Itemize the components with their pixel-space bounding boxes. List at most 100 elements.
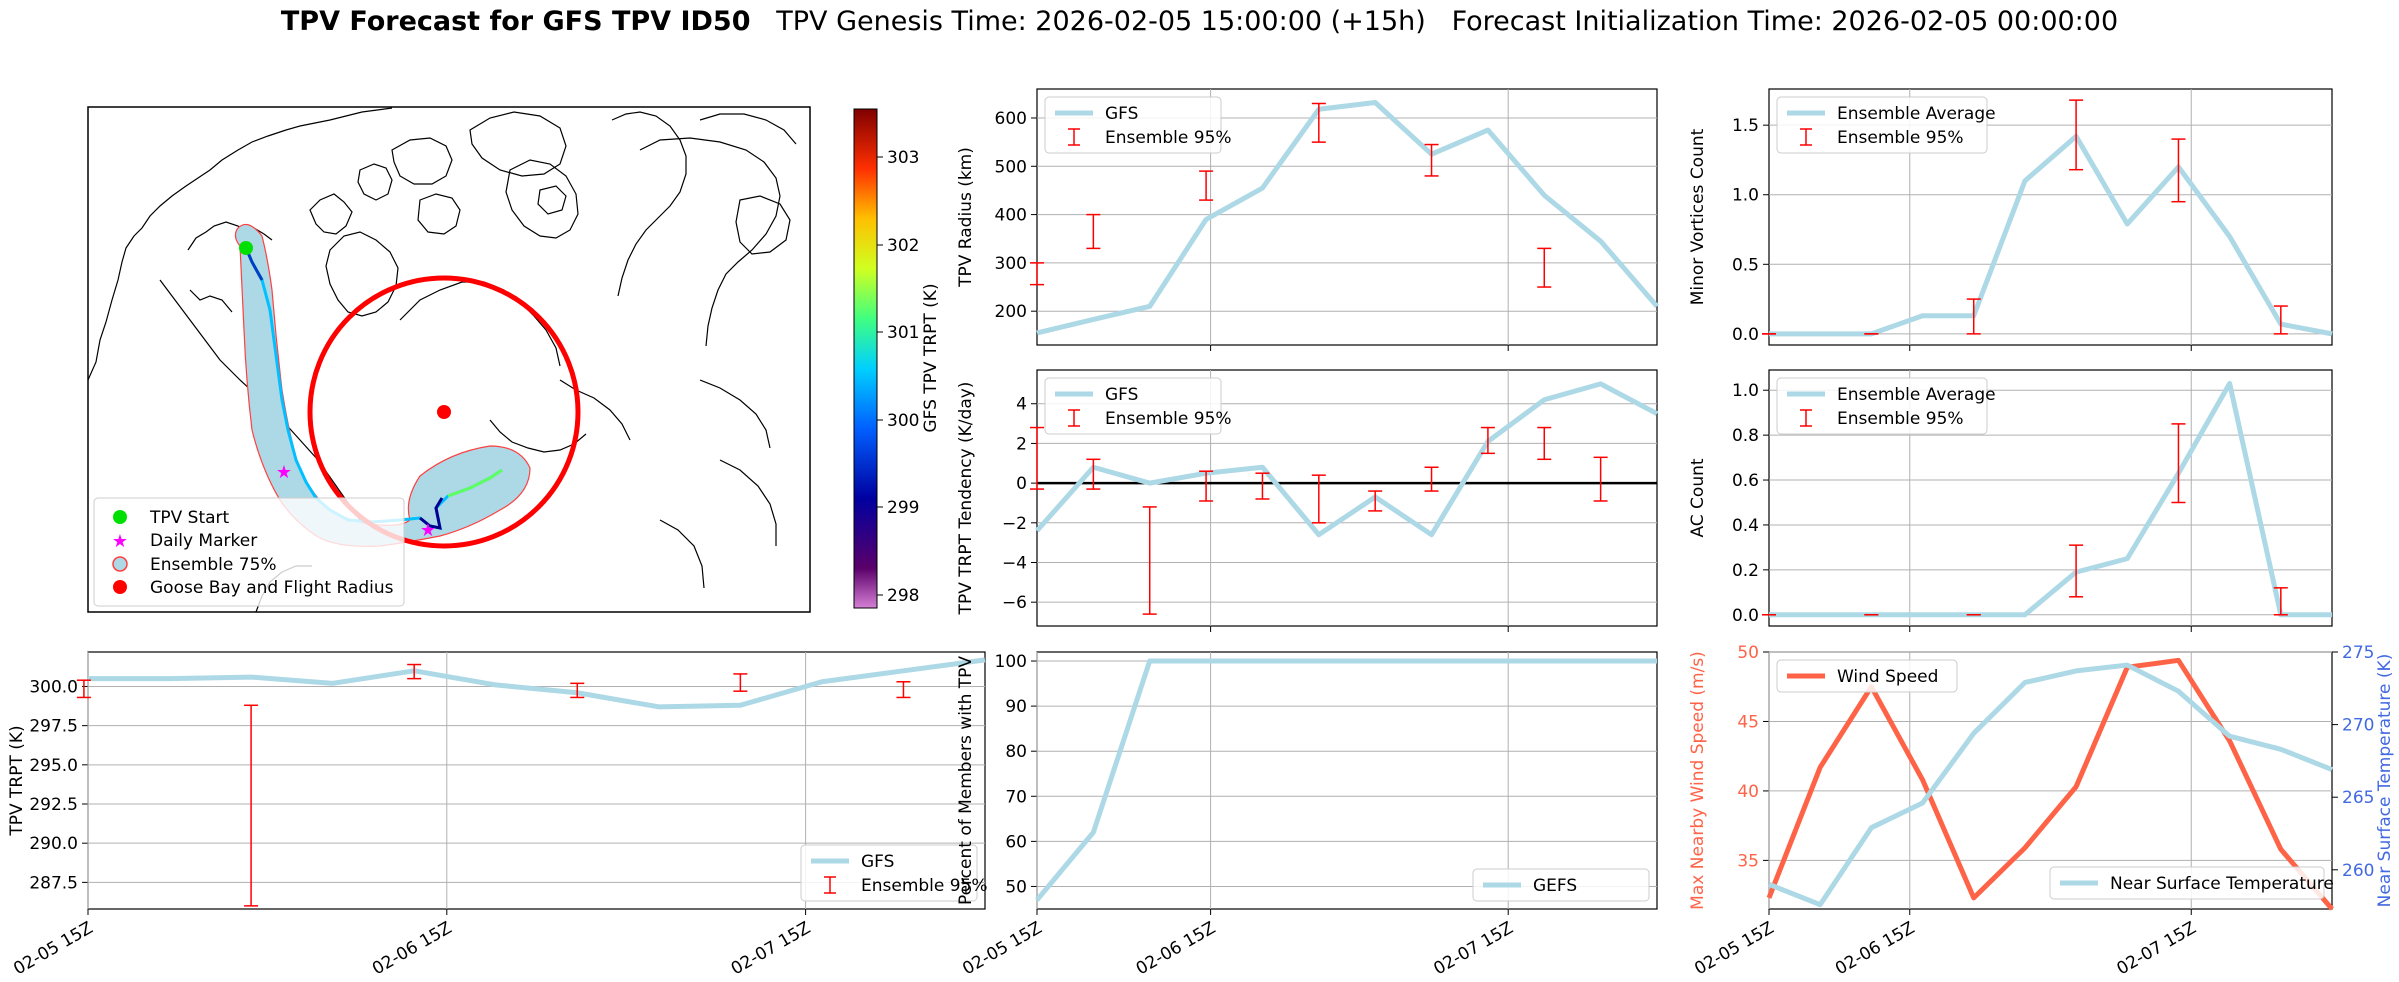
y-right-tick-label: 260 bbox=[2342, 861, 2374, 881]
goose-bay-marker bbox=[437, 405, 451, 419]
y-tick-label: −6 bbox=[1002, 593, 1027, 613]
daily-marker-2: ★ bbox=[420, 520, 436, 541]
map-legend: TPV Start ★ Daily Marker Ensemble 75% Go… bbox=[93, 497, 405, 607]
y-tick-label: 1.0 bbox=[1732, 186, 1759, 206]
colorbar-label: GFS TPV TRPT (K) bbox=[921, 283, 941, 432]
daily-marker-1: ★ bbox=[276, 462, 292, 483]
chart-trpt: 300.0 297.5 295.0 292.5 290.0 287.5 02-05 15Z 0… bbox=[7, 651, 988, 979]
legend-label: Ensemble Average bbox=[1837, 385, 1996, 405]
chart-radius: 600 500 400 300 200 TPV Radius (km) GFS Ensembl… bbox=[956, 88, 1659, 351]
y-tick-label: 0.0 bbox=[1732, 325, 1759, 345]
x-tick-label: 02-05 15Z bbox=[959, 918, 1045, 979]
y-tick-label: 90 bbox=[1005, 697, 1027, 717]
y-axis-label: Max Nearby Wind Speed (m/s) bbox=[1688, 651, 1708, 910]
x-tick-label: 02-05 15Z bbox=[10, 918, 96, 979]
chart-minor: 1.5 1.0 0.5 0.0 Minor Vortices Count Ensemble… bbox=[1688, 88, 2333, 351]
y-tick-label: 1.0 bbox=[1732, 381, 1759, 401]
y-tick-label: 0.4 bbox=[1732, 516, 1759, 536]
legend-label: Ensemble 95% bbox=[1105, 128, 1232, 148]
y-tick-label: 290.0 bbox=[29, 834, 78, 854]
legend-daily-marker-label: Daily Marker bbox=[150, 531, 257, 551]
figure-title-bold: TPV Forecast for GFS TPV ID50 bbox=[280, 6, 751, 37]
y-tick-label: 300 bbox=[995, 254, 1027, 274]
legend-box bbox=[2049, 866, 2325, 900]
y-tick-label: 292.5 bbox=[29, 795, 78, 815]
flight-radius-circle bbox=[307, 275, 581, 549]
chart-members: 100 90 80 70 60 50 02-05 15Z 02-06 15Z 02-07 15Z… bbox=[956, 651, 1658, 979]
series-line-gfs bbox=[1035, 381, 1659, 538]
legend-label: Ensemble 95% bbox=[1837, 409, 1964, 429]
series-line-ensemble-average bbox=[1769, 380, 2332, 618]
chart-ac: 1.0 0.8 0.6 0.4 0.2 0.0 AC Count Ensemble Avera… bbox=[1688, 369, 2333, 632]
y-axis-label: Minor Vortices Count bbox=[1688, 128, 1708, 305]
y-right-tick-label: 275 bbox=[2342, 643, 2374, 663]
legend-box bbox=[1776, 96, 1988, 154]
legend-ensemble-label: Ensemble 75% bbox=[150, 555, 277, 575]
x-tick-label: 02-06 15Z bbox=[1832, 918, 1918, 979]
series-line-gfs bbox=[1036, 100, 1659, 336]
legend-goose-bay-icon bbox=[113, 580, 127, 594]
legend-goose-bay-label: Goose Bay and Flight Radius bbox=[150, 578, 394, 598]
y-tick-label: 297.5 bbox=[29, 717, 78, 737]
figure-title-init: Forecast Initialization Time: 2026-02-05… bbox=[1451, 6, 2119, 37]
series-line-gefs bbox=[1035, 658, 1657, 902]
y-tick-label: 60 bbox=[1005, 832, 1027, 852]
y-axis-label: Percent of Members with TPV bbox=[956, 656, 976, 905]
legend-wind-label: Wind Speed bbox=[1837, 667, 1938, 687]
y-right-axis-label: Near Surface Temperature (K) bbox=[2375, 654, 2395, 908]
legend-tpv-start-icon bbox=[113, 510, 127, 524]
x-tick-label: 02-06 15Z bbox=[369, 918, 455, 979]
figure-title: TPV Forecast for GFS TPV ID50 TPV Genesi… bbox=[0, 6, 2399, 37]
colorbar-tick-302: 302 bbox=[887, 236, 919, 256]
y-tick-label: 0.6 bbox=[1732, 471, 1759, 491]
x-tick-label: 02-06 15Z bbox=[1133, 918, 1219, 979]
colorbar-bar bbox=[853, 108, 878, 609]
legend-box bbox=[1776, 377, 1988, 435]
legend-label: Ensemble 95% bbox=[1837, 128, 1964, 148]
y-right-tick-label: 270 bbox=[2342, 716, 2374, 736]
y-tick-label: 0.2 bbox=[1732, 561, 1759, 581]
y-tick-label: 100 bbox=[995, 652, 1027, 672]
series-line-wind-speed bbox=[1766, 657, 2334, 911]
legend-label: Ensemble 95% bbox=[1105, 409, 1232, 429]
legend-label: GFS bbox=[861, 852, 894, 872]
tpv-start-marker bbox=[239, 241, 253, 255]
legend-label: Ensemble 95% bbox=[861, 876, 988, 896]
colorbar: 303 302 301 300 299 298 GFS TPV TRPT (K) bbox=[853, 108, 941, 609]
y-axis-label: TPV TRPT (K) bbox=[7, 725, 27, 836]
x-tick-label: 02-05 15Z bbox=[1691, 918, 1777, 979]
x-tick-label: 02-07 15Z bbox=[1430, 918, 1516, 979]
y-tick-label: 300.0 bbox=[29, 677, 78, 697]
legend-box bbox=[1776, 659, 1958, 693]
y-tick-label: 4 bbox=[1016, 395, 1027, 415]
legend-daily-marker-icon: ★ bbox=[112, 531, 128, 552]
y-tick-label: 295.0 bbox=[29, 756, 78, 776]
y-axis-label: TPV Radius (km) bbox=[956, 147, 976, 288]
y-tick-label: 0 bbox=[1016, 474, 1027, 494]
charts-layer: 300.0 297.5 295.0 292.5 290.0 287.5 02-05 15Z 0… bbox=[7, 88, 2395, 979]
legend-box bbox=[1472, 868, 1650, 902]
colorbar-tick-303: 303 bbox=[887, 148, 919, 168]
y-tick-label: 50 bbox=[1737, 643, 1759, 663]
y-tick-label: 600 bbox=[995, 109, 1027, 129]
x-tick-label: 02-07 15Z bbox=[728, 918, 814, 979]
colorbar-tick-301: 301 bbox=[887, 323, 919, 343]
chart-tendency: 4 2 0 −2 −4 −6 TPV TRPT Tendency (K/day) GFS Ens… bbox=[956, 369, 1659, 632]
y-tick-label: 0.0 bbox=[1732, 606, 1759, 626]
tpv-track-green-segment bbox=[447, 468, 503, 498]
y-tick-label: 2 bbox=[1016, 434, 1027, 454]
map-legend-box bbox=[93, 497, 405, 607]
series-line-ensemble-average bbox=[1769, 133, 2333, 337]
y-tick-label: 0.8 bbox=[1732, 426, 1759, 446]
y-tick-label: 45 bbox=[1737, 712, 1759, 732]
legend-ensemble-icon bbox=[112, 556, 128, 572]
ensemble-75-region bbox=[234, 223, 531, 547]
map-panel: ★ ★ TPV Start ★ Daily Marker Ensemble 75… bbox=[87, 106, 811, 613]
y-axis-label: TPV TRPT Tendency (K/day) bbox=[956, 382, 976, 616]
y-tick-label: 200 bbox=[995, 302, 1027, 322]
y-axis-label: AC Count bbox=[1688, 458, 1708, 537]
y-tick-label: 80 bbox=[1005, 742, 1027, 762]
legend-label: GEFS bbox=[1533, 876, 1577, 896]
legend-label: GFS bbox=[1105, 385, 1138, 405]
